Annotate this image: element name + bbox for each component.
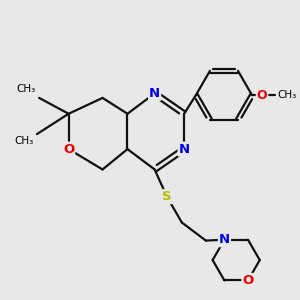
Text: CH₃: CH₃ <box>277 90 296 100</box>
Text: N: N <box>219 233 230 246</box>
Text: CH₃: CH₃ <box>16 84 35 94</box>
Text: CH₃: CH₃ <box>14 136 33 146</box>
Text: O: O <box>257 89 267 102</box>
Text: S: S <box>162 190 172 203</box>
Text: O: O <box>63 142 74 156</box>
Text: O: O <box>242 274 253 287</box>
Text: N: N <box>149 87 160 100</box>
Text: N: N <box>178 142 190 156</box>
